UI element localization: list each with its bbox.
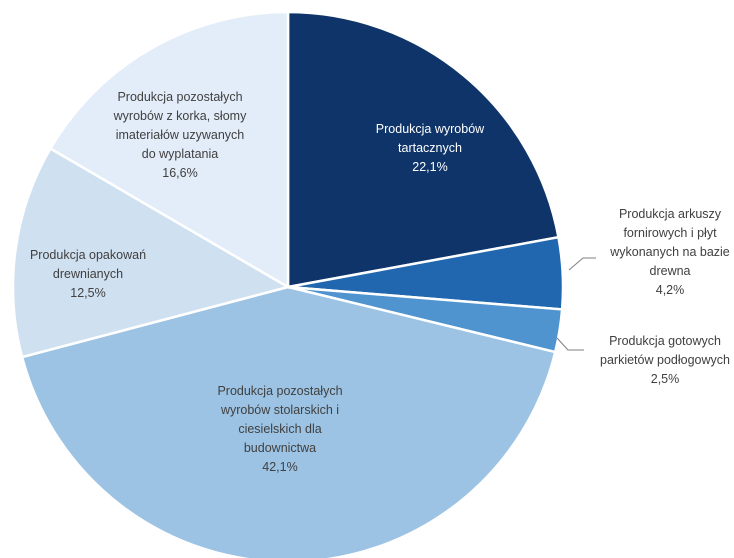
labels-layer: Produkcja wyrobów tartacznych 22,1%Produkc… — [30, 90, 730, 474]
slice-value-label: 2,5% — [651, 372, 680, 386]
pie-slice-1 — [286, 10, 560, 289]
slice-label-line: Produkcja gotowych — [609, 334, 721, 348]
slice-value-label: 12,5% — [70, 286, 105, 300]
pie-slice-5 — [11, 146, 292, 359]
pie-slice-4 — [20, 285, 557, 558]
slice-label-line: drewnianych — [53, 267, 123, 281]
slice-label-line: tartacznych — [398, 141, 462, 155]
slice-label-line: wykonanych na bazie — [609, 245, 730, 259]
slice-value-label: 4,2% — [656, 283, 685, 297]
slice-label-line: Produkcja pozostałych — [117, 90, 242, 104]
pie-slice-6 — [48, 10, 290, 290]
slice-label-line: wyrobów z korka, słomy — [113, 109, 247, 123]
slice-label-2: Produkcja arkuszy fornirowych i płyt wykon… — [609, 207, 730, 297]
slice-label-line: Produkcja pozostałych — [217, 384, 342, 398]
slice-label-line: parkietów podłogowych — [600, 353, 730, 367]
slice-label-1: Produkcja wyrobów tartacznych 22,1% — [376, 122, 485, 174]
slice-label-line: budownictwa — [244, 441, 316, 455]
slice-label-line: Produkcja opakowań — [30, 248, 146, 262]
slice-label-line: Produkcja wyrobów — [376, 122, 485, 136]
slice-label-line: wyrobów stolarskich i — [220, 403, 339, 417]
slice-label-3: Produkcja gotowych parkietów podłogowych 2… — [600, 334, 730, 386]
leader-line-3 — [556, 337, 584, 351]
slice-label-line: do wyplatania — [142, 147, 218, 161]
slice-label-4: Produkcja pozostałych wyrobów stolarskich… — [217, 384, 342, 474]
slice-value-label: 16,6% — [162, 166, 197, 180]
slice-label-line: ciesielskich dla — [238, 422, 321, 436]
slice-label-line: imateriałów uzywanych — [116, 128, 245, 142]
leaders-layer — [556, 257, 596, 351]
slice-value-label: 22,1% — [412, 160, 447, 174]
slice-label-line: Produkcja arkuszy — [619, 207, 722, 221]
slice-label-5: Produkcja opakowań drewnianych 12,5% — [30, 248, 146, 300]
slice-label-6: Produkcja pozostałych wyrobów z korka, sł… — [113, 90, 247, 180]
slices-layer — [11, 10, 565, 558]
leader-line-2 — [568, 257, 596, 271]
slice-label-line: drewna — [650, 264, 691, 278]
slice-label-line: fornirowych i płyt — [623, 226, 717, 240]
slice-value-label: 42,1% — [262, 460, 297, 474]
